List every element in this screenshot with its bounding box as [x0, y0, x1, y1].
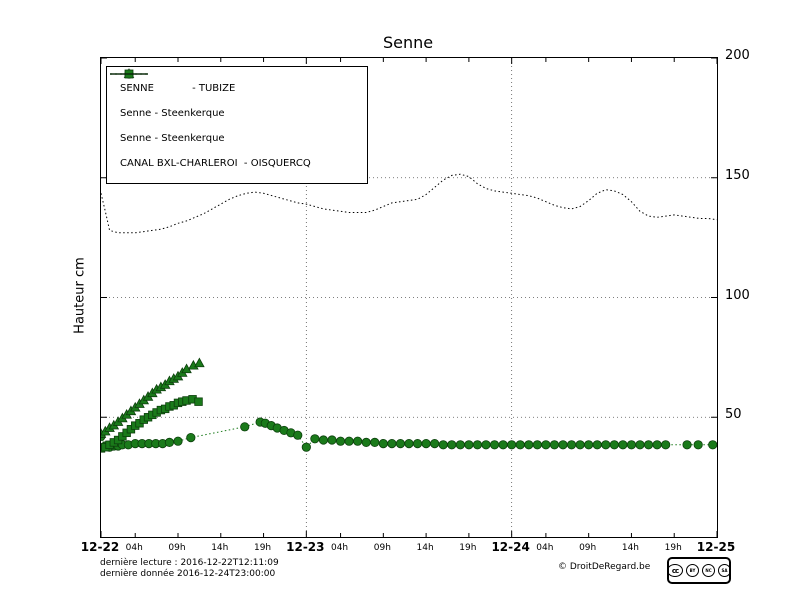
x-hour-tick-label: 04h — [125, 543, 143, 553]
legend-label: Senne - Steenkerque — [120, 108, 225, 119]
last-data-text: dernière donnée 2016-12-24T23:00:00 — [100, 569, 276, 579]
y-tick-label: 150 — [725, 167, 750, 183]
x-hour-tick-label: 14h — [211, 543, 229, 553]
x-day-tick-label: 12-22 — [80, 540, 120, 554]
plot-area: SENNE - TUBIZE Senne - Steenkerque Senne… — [100, 57, 718, 538]
cc-license-badge[interactable]: cc BY NC SA — [667, 557, 731, 584]
legend-marker-line-icon — [110, 73, 148, 75]
cc-license-icons: cc BY NC SA — [667, 564, 731, 577]
x-hour-tick-label: 09h — [579, 543, 597, 553]
x-hour-tick-label: 14h — [416, 543, 434, 553]
x-hour-tick-label: 14h — [621, 543, 640, 553]
y-tick-label: 100 — [725, 287, 750, 303]
x-hour-tick-label: 09h — [373, 543, 391, 553]
y-tick-label: 200 — [725, 48, 750, 63]
cc-by-icon: BY — [686, 564, 699, 577]
x-day-tick-label: 12-24 — [491, 540, 530, 554]
legend-entry-tubize: SENNE - TUBIZE — [110, 69, 367, 101]
chart-canvas — [101, 58, 717, 537]
legend-entry-steenkerque-triangle: Senne - Steenkerque — [110, 68, 367, 126]
legend-entry-canal: CANAL BXL-CHARLEROI - OISQUERCQ — [110, 73, 367, 176]
legend-label: CANAL BXL-CHARLEROI - OISQUERCQ — [120, 158, 311, 169]
cc-nc-icon: NC — [702, 564, 715, 577]
y-tick-label: 50 — [725, 407, 742, 423]
legend: SENNE - TUBIZE Senne - Steenkerque Senne… — [106, 66, 368, 184]
legend-label: Senne - Steenkerque — [120, 133, 225, 144]
copyright-text: © DroitDeRegard.be — [558, 562, 651, 572]
x-hour-tick-label: 09h — [168, 543, 186, 553]
chart-title: Senne — [382, 33, 434, 52]
x-hour-tick-label: 04h — [536, 543, 554, 553]
x-hour-tick-label: 19h — [253, 543, 272, 553]
cc-logo-icon: cc — [667, 564, 683, 577]
y-axis-label: Hauteur cm — [72, 257, 88, 334]
legend-label: SENNE - TUBIZE — [120, 83, 236, 94]
x-hour-tick-label: 19h — [664, 543, 682, 553]
x-hour-tick-label: 04h — [330, 543, 349, 553]
x-day-tick-label: 12-23 — [286, 540, 325, 554]
footer-info: dernière lecture : 2016-12-22T12:11:09 d… — [100, 558, 279, 580]
cc-sa-icon: SA — [718, 564, 731, 577]
last-reading-text: dernière lecture : 2016-12-22T12:11:09 — [100, 558, 279, 568]
x-day-tick-label: 12-25 — [696, 540, 736, 554]
legend-entry-steenkerque-square: Senne - Steenkerque — [110, 69, 367, 151]
x-hour-tick-label: 19h — [459, 543, 477, 553]
